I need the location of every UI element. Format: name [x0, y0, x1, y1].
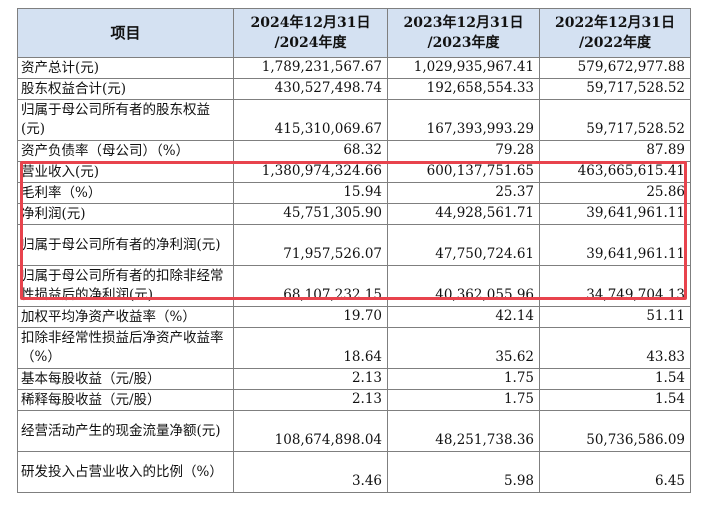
row-label: 归属于母公司所有者的扣除非经常性损益后的净利润(元) [17, 265, 234, 307]
row-label: 净利润(元) [17, 203, 234, 225]
row-label: 研发投入占营业收入的比例（%） [17, 451, 234, 493]
table-row: 研发投入占营业收入的比例（%） 3.46 5.98 6.45 [17, 451, 691, 493]
value-2024: 3.46 [233, 451, 388, 493]
value-2023: 48,251,738.36 [387, 410, 540, 452]
value-2023: 25.37 [387, 182, 540, 204]
header-item: 项目 [17, 8, 234, 58]
table-row: 稀释每股收益（元/股） 2.13 1.75 1.54 [17, 389, 691, 411]
value-2024: 2.13 [233, 389, 388, 411]
value-2023: 167,393,993.29 [387, 99, 540, 141]
row-label: 加权平均净资产收益率（%） [17, 306, 234, 328]
value-2023: 42.14 [387, 306, 540, 328]
table-row: 资产总计(元) 1,789,231,567.67 1,029,935,967.4… [17, 57, 691, 79]
value-2024: 19.70 [233, 306, 388, 328]
value-2023: 40,362,055.96 [387, 265, 540, 307]
financial-summary-table: 项目 2024年12月31日/2024年度 2023年12月31日/2023年度… [17, 8, 691, 493]
value-2022: 463,665,615.41 [539, 161, 691, 183]
row-label: 股东权益合计(元) [17, 78, 234, 100]
value-2023: 5.98 [387, 451, 540, 493]
value-2022: 51.11 [539, 306, 691, 328]
value-2023: 35.62 [387, 327, 540, 369]
table-row: 扣除非经常性损益后净资产收益率（%） 18.64 35.62 43.83 [17, 327, 691, 369]
header-2022: 2022年12月31日/2022年度 [539, 8, 691, 58]
value-2022: 39,641,961.11 [539, 203, 691, 225]
row-label: 营业收入(元) [17, 161, 234, 183]
table-row: 营业收入(元) 1,380,974,324.66 600,137,751.65 … [17, 161, 691, 183]
table-row: 资产负债率（母公司）（%） 68.32 79.28 87.89 [17, 140, 691, 162]
value-2023: 79.28 [387, 140, 540, 162]
value-2023: 44,928,561.71 [387, 203, 540, 225]
value-2024: 45,751,305.90 [233, 203, 388, 225]
table-row: 加权平均净资产收益率（%） 19.70 42.14 51.11 [17, 306, 691, 328]
value-2022: 34,749,704.13 [539, 265, 691, 307]
table-row: 归属于母公司所有者的净利润(元) 71,957,526.07 47,750,72… [17, 224, 691, 266]
value-2024: 18.64 [233, 327, 388, 369]
header-row: 项目 2024年12月31日/2024年度 2023年12月31日/2023年度… [17, 8, 691, 58]
value-2022: 87.89 [539, 140, 691, 162]
row-label: 归属于母公司所有者的净利润(元) [17, 224, 234, 266]
row-label: 基本每股收益（元/股） [17, 368, 234, 390]
value-2022: 6.45 [539, 451, 691, 493]
value-2022: 43.83 [539, 327, 691, 369]
table-row: 归属于母公司所有者的股东权益(元) 415,310,069.67 167,393… [17, 99, 691, 141]
row-label: 归属于母公司所有者的股东权益(元) [17, 99, 234, 141]
value-2024: 68,107,232.15 [233, 265, 388, 307]
row-label: 扣除非经常性损益后净资产收益率（%） [17, 327, 234, 369]
row-label: 资产总计(元) [17, 57, 234, 79]
value-2023: 600,137,751.65 [387, 161, 540, 183]
value-2022: 59,717,528.52 [539, 78, 691, 100]
row-label: 资产负债率（母公司）（%） [17, 140, 234, 162]
value-2023: 1.75 [387, 368, 540, 390]
value-2022: 59,717,528.52 [539, 99, 691, 141]
value-2024: 430,527,498.74 [233, 78, 388, 100]
value-2022: 39,641,961.11 [539, 224, 691, 266]
value-2022: 1.54 [539, 368, 691, 390]
value-2024: 71,957,526.07 [233, 224, 388, 266]
value-2022: 579,672,977.88 [539, 57, 691, 79]
value-2024: 1,380,974,324.66 [233, 161, 388, 183]
table-row: 净利润(元) 45,751,305.90 44,928,561.71 39,64… [17, 203, 691, 225]
value-2024: 415,310,069.67 [233, 99, 388, 141]
value-2024: 68.32 [233, 140, 388, 162]
row-label: 稀释每股收益（元/股） [17, 389, 234, 411]
table-row: 毛利率（%） 15.94 25.37 25.86 [17, 182, 691, 204]
value-2022: 50,736,586.09 [539, 410, 691, 452]
value-2024: 15.94 [233, 182, 388, 204]
row-label: 毛利率（%） [17, 182, 234, 204]
value-2023: 1,029,935,967.41 [387, 57, 540, 79]
table-row: 归属于母公司所有者的扣除非经常性损益后的净利润(元) 68,107,232.15… [17, 265, 691, 307]
value-2023: 1.75 [387, 389, 540, 411]
value-2023: 47,750,724.61 [387, 224, 540, 266]
value-2024: 108,674,898.04 [233, 410, 388, 452]
row-label: 经营活动产生的现金流量净额(元) [17, 410, 234, 452]
table-row: 基本每股收益（元/股） 2.13 1.75 1.54 [17, 368, 691, 390]
table-row: 股东权益合计(元) 430,527,498.74 192,658,554.33 … [17, 78, 691, 100]
header-2024: 2024年12月31日/2024年度 [233, 8, 388, 58]
header-2023: 2023年12月31日/2023年度 [387, 8, 540, 58]
value-2023: 192,658,554.33 [387, 78, 540, 100]
value-2022: 1.54 [539, 389, 691, 411]
value-2024: 2.13 [233, 368, 388, 390]
table-row: 经营活动产生的现金流量净额(元) 108,674,898.04 48,251,7… [17, 410, 691, 452]
value-2024: 1,789,231,567.67 [233, 57, 388, 79]
value-2022: 25.86 [539, 182, 691, 204]
